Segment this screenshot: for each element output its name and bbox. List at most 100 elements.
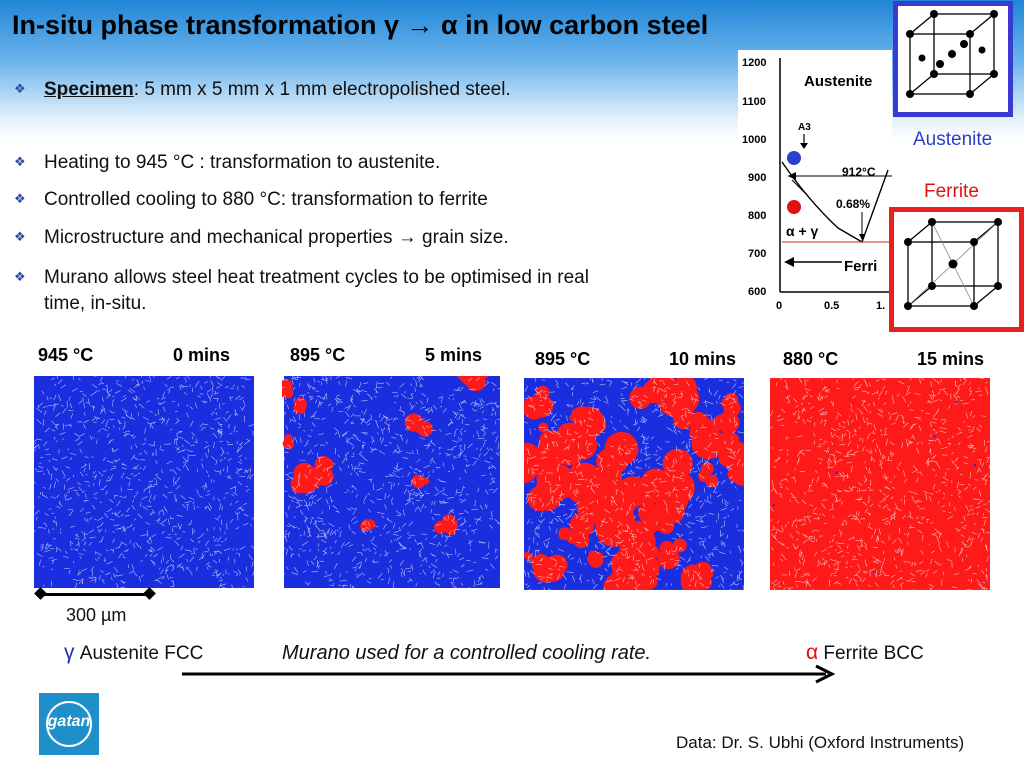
panel-2-temp: 895 °C bbox=[290, 345, 346, 365]
scale-bar-label: 300 µm bbox=[66, 605, 127, 625]
ferrite-grain bbox=[594, 552, 604, 561]
alpha-gamma-label: α + γ bbox=[786, 223, 819, 239]
slide-title: In-situ phase transformation γ → α in lo… bbox=[12, 10, 709, 40]
ferrite-grain bbox=[536, 468, 559, 491]
grain-boundaries bbox=[34, 376, 254, 588]
phase-diagram: 1200 1100 1000 900 800 700 600 0 0.5 1. … bbox=[738, 50, 892, 314]
y-tick: 700 bbox=[748, 248, 766, 260]
bullet-murano: ❖ Murano allows steel heat treatment cycl… bbox=[14, 264, 589, 317]
ferrite-grain bbox=[539, 433, 549, 442]
ferrite-grain bbox=[662, 448, 693, 479]
bullet-text: Heating to 945 °C : transformation to au… bbox=[44, 152, 441, 173]
ferrite-grain bbox=[659, 540, 674, 556]
ferrite-grain bbox=[524, 396, 546, 420]
micrograph-895C-5min bbox=[282, 376, 502, 588]
gatan-logo-icon bbox=[46, 701, 92, 747]
grain-boundaries bbox=[282, 376, 502, 588]
gatan-logo: gatan bbox=[39, 693, 99, 755]
austenite-fcc-label: γ Austenite FCC bbox=[64, 641, 203, 665]
panel-1-temp: 945 °C bbox=[38, 345, 94, 365]
scale-bar bbox=[38, 593, 152, 596]
ferrite-grain bbox=[700, 462, 714, 476]
y-tick: 1000 bbox=[742, 134, 766, 146]
bullet-diamond-icon: ❖ bbox=[14, 81, 26, 96]
ferrite-grain bbox=[637, 567, 654, 584]
ferrite-grain bbox=[662, 517, 672, 527]
ferrite-grain bbox=[672, 538, 687, 553]
ferrite-grain bbox=[282, 385, 287, 398]
y-tick: 600 bbox=[748, 286, 766, 298]
cooling-arrow-icon bbox=[182, 664, 836, 684]
a3-label: A3 bbox=[798, 122, 811, 133]
austenite-marker bbox=[787, 151, 801, 165]
y-tick: 1100 bbox=[742, 96, 766, 108]
bullet-diamond-icon: ❖ bbox=[14, 154, 26, 169]
ferrite-grain bbox=[524, 442, 539, 465]
ferrite-grain bbox=[285, 437, 294, 446]
panel-3-temp: 895 °C bbox=[535, 349, 591, 369]
x-tick: 0 bbox=[776, 300, 782, 312]
bullet-text: Murano allows steel heat treatment cycle… bbox=[44, 267, 589, 288]
bullet-cooling: ❖ Controlled cooling to 880 °C: transform… bbox=[14, 189, 488, 211]
ferrite-grain bbox=[421, 477, 429, 485]
austenite-speck bbox=[835, 471, 838, 474]
gamma-symbol: γ bbox=[64, 641, 75, 664]
grain-boundaries bbox=[770, 378, 990, 590]
ferrite-marker bbox=[787, 200, 801, 214]
data-credit: Data: Dr. S. Ubhi (Oxford Instruments) bbox=[676, 733, 965, 752]
ferrite-grain bbox=[713, 414, 731, 432]
specimen-text: : 5 mm x 5 mm x 1 mm electropolished ste… bbox=[133, 79, 511, 100]
bcc-unit-cell-frame bbox=[889, 207, 1024, 332]
y-tick: 1200 bbox=[742, 57, 766, 69]
ferrite-grain bbox=[360, 521, 370, 531]
bullet-text: Controlled cooling to 880 °C: transforma… bbox=[44, 189, 488, 210]
bullet-diamond-icon: ❖ bbox=[14, 191, 26, 206]
micrograph-895C-10min bbox=[524, 378, 744, 590]
ferrite-grain bbox=[688, 411, 709, 432]
ferrite-grain bbox=[705, 474, 719, 488]
temp-912-label: 912°C bbox=[842, 165, 876, 179]
micrograph-880C-15min bbox=[770, 378, 990, 590]
x-tick: 0.5 bbox=[824, 300, 839, 312]
logo-wordmark: gatan bbox=[47, 713, 91, 730]
bullet-text-continued: time, in-situ. bbox=[44, 293, 147, 314]
ferrite-bcc-text: Ferrite BCC bbox=[818, 643, 924, 664]
bullet-microstructure: ❖ Microstructure and mechanical propertie… bbox=[14, 227, 509, 249]
y-tick: 800 bbox=[748, 210, 766, 222]
micrograph-945C-0min bbox=[34, 376, 254, 588]
panel-1-time: 0 mins bbox=[173, 345, 231, 365]
cooling-note: Murano used for a controlled cooling rat… bbox=[282, 642, 652, 664]
austenite-speck bbox=[954, 401, 957, 404]
austenite-region-label: Austenite bbox=[804, 73, 872, 90]
panel-2-time: 5 mins bbox=[425, 345, 483, 365]
ferrite-grain bbox=[657, 380, 694, 418]
ferrite-grain bbox=[565, 470, 578, 483]
ferrite-grain bbox=[457, 376, 476, 382]
ferrite-grain bbox=[596, 500, 636, 540]
austenite-speck bbox=[933, 434, 936, 437]
micrograph-matrix bbox=[770, 378, 990, 590]
ferrite-grain bbox=[659, 554, 673, 569]
ferrite-grain bbox=[731, 463, 744, 486]
bullet-text: Microstructure and mechanical properties… bbox=[44, 227, 509, 248]
ferrite-grain bbox=[638, 480, 663, 505]
grain-boundaries bbox=[524, 378, 744, 590]
panel-3-time: 10 mins bbox=[669, 349, 737, 369]
austenite-speck bbox=[873, 571, 876, 574]
ferrite-region-label: Ferri bbox=[844, 258, 877, 275]
specimen-label: Specimen bbox=[44, 79, 134, 100]
bullet-diamond-icon: ❖ bbox=[14, 229, 26, 244]
fcc-unit-cell-frame bbox=[893, 1, 1013, 117]
ferrite-grain bbox=[297, 405, 306, 414]
ferrite-grain bbox=[610, 564, 641, 590]
alpha-symbol: α bbox=[806, 641, 819, 664]
carbon-label: 0.68% bbox=[836, 197, 870, 211]
scale-bar-end bbox=[143, 587, 156, 600]
ferrite-bcc-label: α Ferrite BCC bbox=[806, 641, 924, 665]
fcc-unit-cell-icon bbox=[906, 10, 998, 98]
bullet-specimen: ❖ Specimen: 5 mm x 5 mm x 1 mm electropol… bbox=[14, 79, 511, 101]
ferrite-grain bbox=[558, 527, 572, 541]
ferrite-grain bbox=[282, 380, 284, 389]
ferrite-grain bbox=[573, 406, 605, 438]
ferrite-cell-label: Ferrite bbox=[924, 181, 979, 202]
